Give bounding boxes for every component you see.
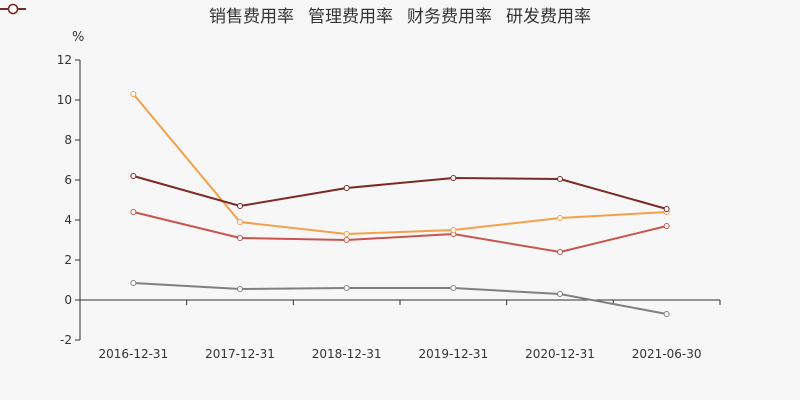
series-line-2 bbox=[133, 282, 667, 315]
data-point-0 bbox=[557, 249, 563, 255]
legend: 销售费用率 管理费用率 财务费用率 研发费用率 bbox=[0, 2, 800, 27]
data-point-2 bbox=[450, 285, 457, 291]
data-point-1 bbox=[130, 91, 137, 97]
legend-item-rd[interactable]: 研发费用率 bbox=[0, 2, 591, 27]
data-point-0 bbox=[237, 235, 243, 241]
y-tick-label: 2 bbox=[64, 253, 72, 267]
series-line-0 bbox=[133, 211, 667, 254]
data-point-2 bbox=[130, 280, 137, 286]
x-tick-label: 2017-12-31 bbox=[205, 347, 275, 361]
x-tick-label: 2016-12-31 bbox=[98, 347, 168, 361]
data-point-1 bbox=[237, 219, 243, 225]
data-point-2 bbox=[237, 286, 243, 292]
y-axis-unit: % bbox=[72, 30, 85, 45]
legend-label-rd: 研发费用率 bbox=[506, 7, 591, 27]
data-point-3 bbox=[130, 173, 137, 179]
data-point-2 bbox=[343, 285, 350, 291]
data-point-1 bbox=[557, 215, 563, 221]
x-tick-label: 2020-12-31 bbox=[525, 347, 595, 361]
x-tick-label: 2018-12-31 bbox=[312, 347, 382, 361]
data-point-3 bbox=[237, 203, 243, 209]
data-point-2 bbox=[663, 311, 670, 317]
data-point-1 bbox=[343, 231, 350, 237]
data-point-0 bbox=[343, 237, 350, 243]
data-point-3 bbox=[557, 176, 563, 182]
x-tick-label: 2021-06-30 bbox=[632, 347, 702, 361]
x-tick-label: 2019-12-31 bbox=[418, 347, 488, 361]
y-tick-label: 10 bbox=[57, 93, 72, 107]
data-point-2 bbox=[557, 291, 563, 297]
data-point-1 bbox=[450, 227, 457, 233]
y-tick-label: 8 bbox=[64, 133, 72, 147]
data-point-3 bbox=[663, 206, 670, 212]
y-tick-label: 12 bbox=[57, 53, 72, 67]
data-point-0 bbox=[130, 209, 137, 215]
data-point-3 bbox=[343, 185, 350, 191]
legend-label-admin: 管理费用率 bbox=[308, 7, 393, 27]
y-tick-label: 6 bbox=[64, 173, 72, 187]
legend-label-finance: 财务费用率 bbox=[407, 7, 492, 27]
series-line-1 bbox=[132, 93, 667, 236]
data-point-3 bbox=[450, 175, 457, 181]
y-tick-label: 4 bbox=[64, 213, 72, 227]
series-line-3 bbox=[133, 175, 667, 210]
data-point-0 bbox=[663, 223, 670, 229]
legend-label-sales: 销售费用率 bbox=[209, 7, 294, 27]
legend-marker-rd bbox=[0, 3, 26, 15]
y-tick-label: 0 bbox=[64, 293, 72, 307]
y-tick-label: -2 bbox=[60, 333, 72, 347]
